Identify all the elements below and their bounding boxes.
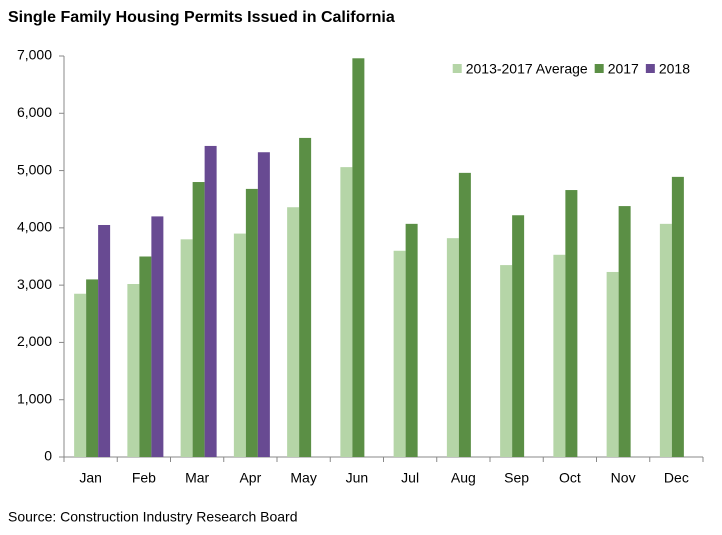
bar — [393, 250, 406, 457]
bar — [299, 137, 312, 457]
bar — [98, 224, 111, 457]
bar — [352, 58, 365, 457]
bar — [127, 283, 140, 457]
legend-swatch — [645, 64, 655, 73]
y-tick-label: 3,000 — [17, 276, 52, 292]
x-tick-label: Apr — [239, 470, 261, 486]
legend-label: 2018 — [659, 61, 690, 77]
x-tick-label: Sep — [504, 470, 529, 486]
x-tick-label: May — [290, 470, 316, 486]
legend-swatch — [452, 64, 462, 73]
bar — [671, 176, 684, 457]
x-tick-label: Nov — [611, 470, 636, 486]
bar — [618, 206, 631, 457]
bar — [500, 265, 513, 457]
bar — [606, 271, 619, 457]
bar — [659, 223, 672, 457]
bar — [553, 254, 566, 457]
x-tick-label: Oct — [559, 470, 581, 486]
legend-swatch — [594, 64, 604, 73]
bar — [151, 216, 164, 457]
x-tick-label: Jun — [346, 470, 369, 486]
x-tick-label: Mar — [185, 470, 209, 486]
bar — [405, 223, 418, 457]
bar — [180, 239, 193, 457]
bar — [565, 190, 578, 457]
y-tick-label: 4,000 — [17, 219, 52, 235]
bar — [86, 279, 99, 457]
x-tick-label: Feb — [132, 470, 156, 486]
bar — [257, 152, 270, 458]
bar — [512, 215, 525, 457]
legend-label: 2013-2017 Average — [466, 61, 588, 77]
y-tick-label: 7,000 — [17, 47, 52, 63]
bar — [204, 145, 217, 457]
x-tick-label: Dec — [664, 470, 689, 486]
bar — [458, 172, 471, 457]
chart-title: Single Family Housing Permits Issued in … — [8, 9, 395, 26]
bar — [233, 233, 246, 457]
bar — [139, 256, 152, 457]
bar — [340, 167, 353, 458]
x-tick-label: Jul — [401, 470, 419, 486]
bar — [192, 182, 205, 457]
x-tick-label: Aug — [451, 470, 476, 486]
y-tick-label: 1,000 — [17, 390, 52, 406]
x-tick-label: Jan — [79, 470, 102, 486]
bar — [245, 188, 258, 457]
y-tick-label: 0 — [44, 448, 52, 464]
bar — [446, 238, 459, 457]
y-tick-label: 2,000 — [17, 333, 52, 349]
bar — [287, 207, 300, 457]
bar — [74, 293, 87, 457]
y-tick-label: 6,000 — [17, 104, 52, 120]
source-note: Source: Construction Industry Research B… — [8, 509, 297, 525]
y-tick-label: 5,000 — [17, 161, 52, 177]
legend-label: 2017 — [608, 61, 639, 77]
